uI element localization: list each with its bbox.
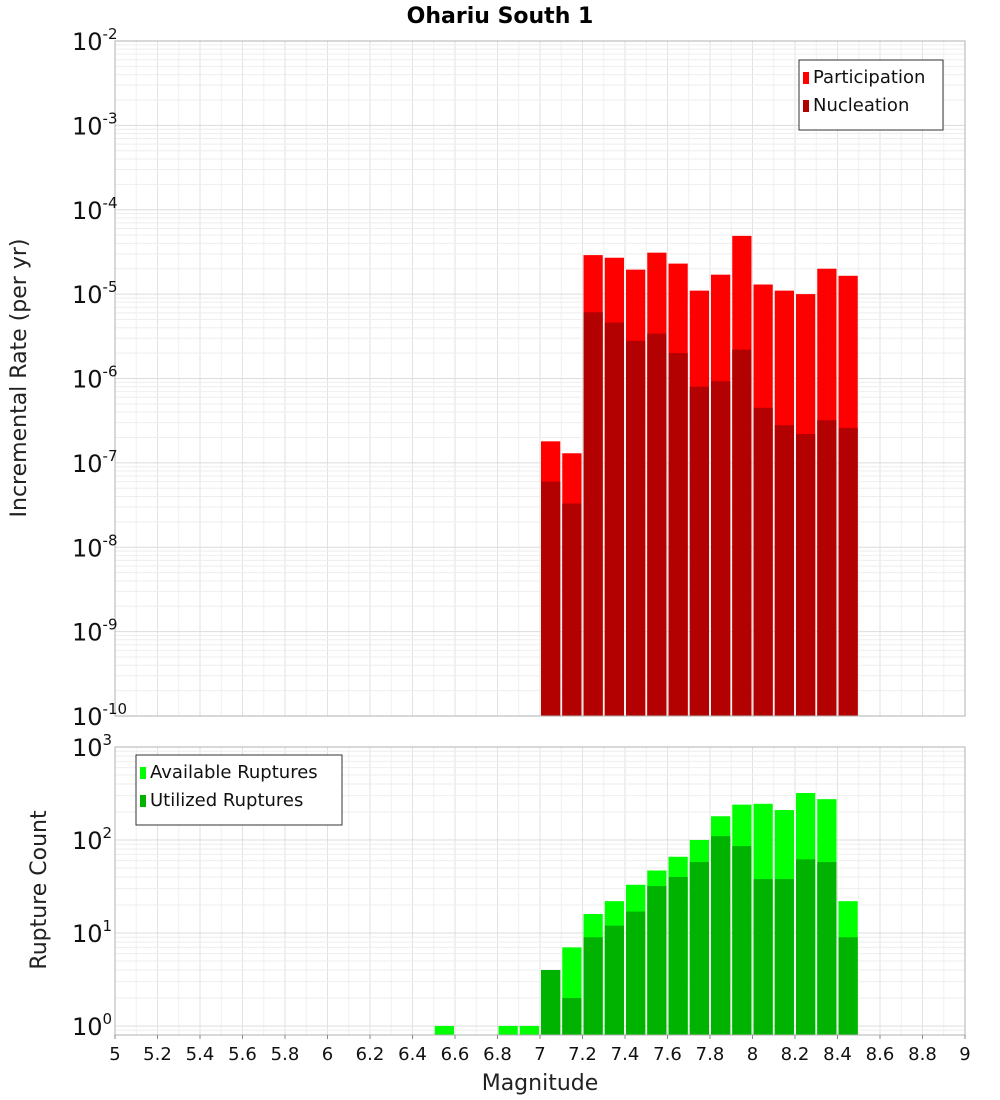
x-tick-label: 5.6 — [228, 1044, 257, 1065]
bottom-bar-utilized-ruptures — [562, 997, 582, 1035]
x-tick-label: 7.2 — [568, 1044, 597, 1065]
x-tick-label: 7.8 — [696, 1044, 725, 1065]
bottom-bar-utilized-ruptures — [753, 879, 773, 1035]
x-tick-label: 7 — [534, 1044, 545, 1065]
bottom-bar-utilized-ruptures — [817, 861, 837, 1035]
top-y-tick-label: 10-3 — [72, 109, 118, 140]
x-tick-label: 5.2 — [143, 1044, 172, 1065]
legend-label-available-ruptures: Available Ruptures — [150, 762, 318, 783]
bottom-bar-available-ruptures — [498, 1025, 518, 1035]
x-tick-label: 7.4 — [611, 1044, 640, 1065]
legend-swatch-participation — [803, 72, 809, 84]
x-axis-label: Magnitude — [482, 1071, 599, 1096]
x-tick-label: 6.2 — [356, 1044, 385, 1065]
top-bar-nucleation — [562, 503, 582, 716]
legend-swatch-available-ruptures — [140, 767, 146, 779]
bottom-bar-utilized-ruptures — [583, 937, 603, 1035]
bottom-bar-utilized-ruptures — [796, 859, 816, 1035]
chart-title: Ohariu South 1 — [407, 4, 594, 29]
bottom-legend-box — [135, 754, 343, 826]
top-bar-nucleation — [689, 386, 709, 716]
bottom-bar-utilized-ruptures — [668, 877, 688, 1035]
top-y-tick-label: 10-6 — [72, 363, 118, 394]
bottom-y-axis-label: Rupture Count — [27, 810, 52, 970]
top-bar-nucleation — [541, 481, 561, 716]
bottom-y-tick-label: 100 — [72, 1010, 112, 1041]
top-y-tick-label: 10-10 — [72, 700, 127, 731]
top-bar-nucleation — [604, 322, 624, 716]
top-y-tick-label: 10-5 — [72, 278, 118, 309]
bottom-bar-utilized-ruptures — [689, 861, 709, 1035]
x-tick-label: 6.8 — [483, 1044, 512, 1065]
top-y-axis-label: Incremental Rate (per yr) — [7, 239, 32, 518]
bottom-bar-utilized-ruptures — [774, 879, 794, 1035]
x-tick-label: 5.8 — [271, 1044, 300, 1065]
bottom-bar-utilized-ruptures — [838, 937, 858, 1035]
top-bar-nucleation — [668, 353, 688, 716]
bottom-bar-utilized-ruptures — [647, 886, 667, 1035]
x-tick-label: 8.8 — [908, 1044, 937, 1065]
x-tick-label: 5 — [109, 1044, 120, 1065]
top-bar-nucleation — [838, 427, 858, 716]
top-y-tick-label: 10-4 — [72, 194, 118, 225]
x-tick-label: 8.6 — [866, 1044, 895, 1065]
x-tick-label: 6.6 — [441, 1044, 470, 1065]
top-bar-nucleation — [796, 433, 816, 716]
bottom-y-tick-label: 101 — [72, 917, 112, 948]
x-tick-label: 6.4 — [398, 1044, 427, 1065]
top-y-tick-label: 10-2 — [72, 25, 118, 56]
top-legend-box — [798, 59, 944, 131]
legend-label-utilized-ruptures: Utilized Ruptures — [150, 790, 303, 811]
x-tick-label: 8.4 — [823, 1044, 852, 1065]
top-y-tick-label: 10-8 — [72, 531, 118, 562]
top-plot-frame — [114, 40, 966, 717]
legend-label-nucleation: Nucleation — [813, 95, 909, 116]
top-bar-nucleation — [583, 312, 603, 716]
bottom-y-tick-label: 103 — [72, 731, 112, 762]
bottom-y-tick-label: 102 — [72, 824, 112, 855]
bottom-bar-utilized-ruptures — [541, 969, 561, 1035]
bottom-bar-utilized-ruptures — [604, 925, 624, 1035]
top-legend: Participation Nucleation — [798, 59, 944, 131]
x-tick-label: 5.4 — [186, 1044, 215, 1065]
top-bar-nucleation — [753, 407, 773, 716]
top-bar-nucleation — [626, 340, 646, 716]
x-tick-label: 9 — [959, 1044, 970, 1065]
bottom-bar-utilized-ruptures — [711, 836, 731, 1035]
x-tick-label: 6 — [322, 1044, 333, 1065]
top-bar-nucleation — [817, 420, 837, 716]
bottom-legend: Available Ruptures Utilized Ruptures — [135, 754, 343, 826]
top-y-tick-label: 10-7 — [72, 447, 118, 478]
bottom-bar-available-ruptures — [519, 1025, 539, 1035]
legend-label-participation: Participation — [813, 67, 925, 88]
top-bar-nucleation — [711, 381, 731, 716]
x-tick-label: 8.2 — [781, 1044, 810, 1065]
x-tick-label: 7.6 — [653, 1044, 682, 1065]
top-bar-nucleation — [647, 333, 667, 716]
top-bar-nucleation — [732, 349, 752, 716]
bottom-bar-utilized-ruptures — [626, 911, 646, 1035]
top-y-tick-label: 10-9 — [72, 616, 118, 647]
bottom-bar-utilized-ruptures — [732, 846, 752, 1035]
legend-swatch-nucleation — [803, 100, 809, 112]
x-tick-label: 8 — [747, 1044, 758, 1065]
top-bar-nucleation — [774, 425, 794, 716]
bottom-bar-available-ruptures — [434, 1025, 454, 1035]
legend-swatch-utilized-ruptures — [140, 795, 146, 807]
